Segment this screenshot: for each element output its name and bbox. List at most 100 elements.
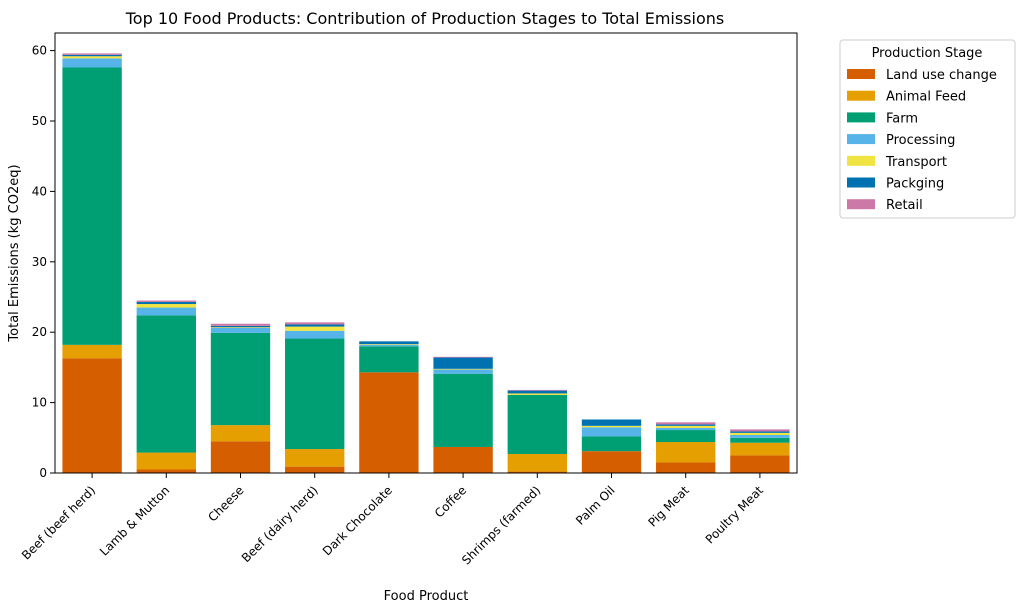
bar-segment-9-3	[730, 434, 790, 438]
plot-area	[62, 53, 790, 473]
legend-label: Animal Feed	[886, 90, 966, 105]
bar-segment-8-6	[656, 422, 716, 425]
bar-segment-8-3	[656, 427, 716, 431]
bar-segment-1-2	[136, 315, 196, 453]
bar-segment-2-4	[210, 327, 271, 328]
bar-segment-6-6	[507, 389, 567, 391]
bar-segment-5-5	[433, 357, 493, 369]
y-axis: 0 10 20 30 40 50 60	[32, 44, 55, 480]
bar-segment-9-5	[730, 431, 790, 433]
bar-segment-1-4	[136, 304, 196, 308]
bar-segment-0-4	[62, 56, 122, 59]
bar-segment-2-6	[210, 323, 271, 326]
bar-segment-8-5	[656, 424, 716, 426]
legend-items: Land use change Animal Feed Farm Processing…	[847, 68, 997, 213]
legend-box	[839, 39, 1016, 219]
bar-segment-6-0	[507, 471, 567, 473]
legend-title: Production Stage	[872, 46, 983, 61]
legend-swatch	[847, 112, 875, 123]
legend-swatch	[847, 90, 875, 101]
bar-segment-0-1	[62, 344, 122, 359]
bar-segment-1-5	[136, 301, 196, 305]
y-tick-label: 50	[32, 114, 47, 128]
x-tick-label: Pig Meat	[645, 483, 692, 530]
legend-label: Packging	[886, 177, 944, 192]
y-tick-label: 40	[32, 184, 47, 198]
x-axis: Beef (beef herd)Lamb & Mutton CheeseBeef …	[19, 473, 766, 568]
bar-segment-4-3	[359, 344, 419, 347]
legend-swatch	[847, 199, 875, 210]
bar-segment-4-5	[359, 341, 419, 345]
legend-label: Retail	[886, 198, 923, 213]
x-tick-label: Dark Chocolate	[320, 483, 395, 558]
bar-segment-7-4	[581, 425, 642, 428]
bar-segment-6-1	[507, 453, 567, 472]
chart-title: Top 10 Food Products: Contribution of Pr…	[125, 9, 724, 28]
bar-segment-9-4	[730, 432, 790, 435]
bar-segment-4-0	[359, 372, 419, 473]
bar-segment-3-5	[285, 324, 345, 327]
y-tick-label: 60	[32, 44, 47, 58]
legend-swatch	[847, 177, 875, 188]
legend-swatch	[847, 155, 875, 166]
bar-segment-8-2	[656, 430, 716, 443]
x-tick-label: Beef (dairy herd)	[239, 483, 321, 565]
bar-segment-1-3	[136, 307, 196, 316]
bar-segment-3-4	[285, 326, 345, 331]
bar-segment-2-1	[210, 425, 271, 442]
y-tick-label: 30	[32, 255, 47, 269]
bar-segment-2-3	[210, 327, 271, 333]
x-tick-label: Palm Oil	[573, 483, 618, 528]
bar-segment-8-1	[656, 442, 716, 463]
bar-segment-7-3	[581, 427, 642, 437]
bar-segment-5-3	[433, 369, 493, 374]
bar-segment-3-0	[285, 466, 345, 473]
bar-segment-0-5	[62, 54, 122, 57]
bar-segment-3-1	[285, 449, 345, 467]
x-tick-label: Cheese	[205, 483, 246, 524]
x-tick-label: Lamb & Mutton	[97, 483, 172, 558]
bar-segment-5-4	[433, 368, 493, 370]
bar-segment-7-2	[581, 436, 642, 452]
bar-segment-5-2	[433, 373, 493, 447]
bar-segment-0-2	[62, 67, 122, 345]
x-axis-label: Food Product	[384, 589, 469, 604]
y-tick-label: 20	[32, 325, 47, 339]
legend-swatch	[847, 69, 875, 79]
y-tick-label: 10	[32, 396, 47, 410]
bar-segment-8-4	[656, 425, 716, 428]
bar-segment-6-2	[507, 394, 567, 454]
y-tick-label: 0	[39, 466, 47, 480]
bar-segment-2-5	[210, 325, 271, 328]
x-tick-label: Beef (beef herd)	[19, 483, 98, 562]
legend-swatch	[847, 134, 875, 145]
bar-segment-7-5	[581, 419, 642, 426]
plot-frame	[54, 32, 798, 474]
bar-segment-0-0	[62, 358, 122, 473]
bar-segment-2-0	[210, 441, 271, 473]
legend: Production Stage Land use change Animal F…	[839, 39, 1016, 219]
bar-segment-9-6	[730, 429, 790, 432]
bar-segment-3-6	[285, 322, 345, 325]
bar-segment-3-3	[285, 330, 345, 339]
bar-segment-9-0	[730, 455, 790, 473]
legend-label: Processing	[886, 133, 955, 148]
y-axis-label: Total Emissions (kg CO2eq)	[7, 164, 22, 342]
bar-segment-1-1	[136, 452, 196, 470]
bar-segment-3-2	[285, 338, 345, 450]
bar-segment-4-2	[359, 346, 419, 373]
bar-segment-9-2	[730, 437, 790, 443]
x-tick-label: Shrimps (farmed)	[459, 483, 543, 567]
x-tick-label: Poultry Meat	[703, 483, 766, 546]
bar-segment-6-4	[507, 393, 567, 395]
bar-segment-4-4	[359, 344, 419, 345]
legend-label: Farm	[886, 111, 918, 126]
bar-segment-0-6	[62, 53, 122, 55]
legend-label: Transport	[885, 155, 947, 170]
bar-segment-5-0	[433, 446, 493, 473]
bar-segment-0-3	[62, 58, 122, 68]
bar-segment-5-6	[433, 356, 493, 358]
bar-segment-6-5	[507, 390, 567, 394]
bar-segment-9-1	[730, 442, 790, 456]
